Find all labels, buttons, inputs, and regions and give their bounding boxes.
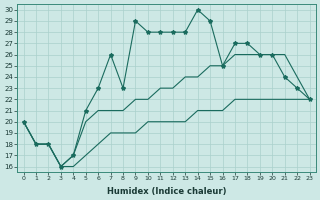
X-axis label: Humidex (Indice chaleur): Humidex (Indice chaleur) bbox=[107, 187, 226, 196]
